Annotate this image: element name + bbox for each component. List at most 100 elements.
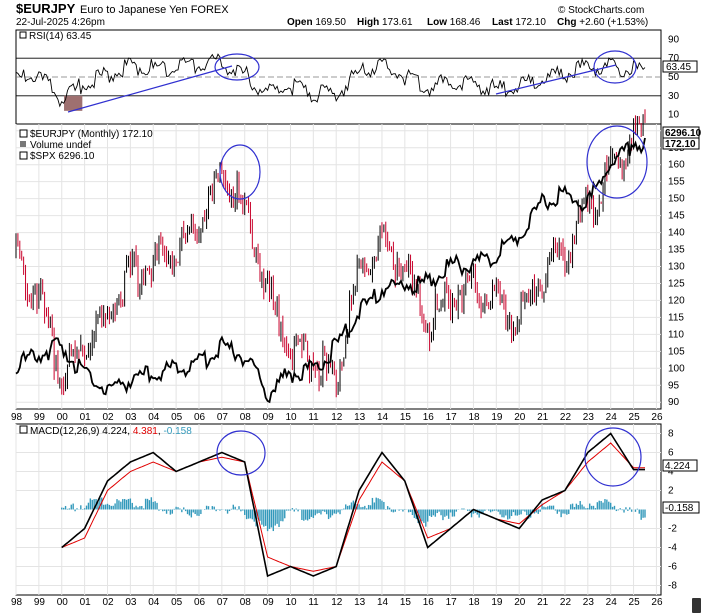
price-x-tick-label: 21	[537, 412, 549, 423]
price-x-tick-label: 03	[125, 412, 137, 423]
price-x-tick-label: 17	[446, 412, 458, 423]
macd-x-tick-label: 00	[57, 597, 69, 608]
price-x-tick-label: 22	[560, 412, 572, 423]
price-legend-item-eurjpy: $EURJPY (Monthly) 172.10	[30, 129, 153, 140]
macd-y-tick-label: -6	[668, 562, 677, 573]
open-label: Open	[287, 17, 313, 28]
price-y-tick-label: 110	[668, 329, 684, 340]
macd-x-tick-label: 19	[491, 597, 503, 608]
price-x-tick-label: 10	[285, 412, 297, 423]
macd-x-tick-label: 12	[331, 597, 343, 608]
rsi-trendline-right	[495, 64, 617, 95]
macd-x-tick-label: 99	[34, 597, 46, 608]
price-x-tick-label: 12	[331, 412, 343, 423]
circle-macd-2024	[584, 427, 642, 487]
price-y-tick-label: 105	[668, 346, 685, 357]
svg-text:Chg +2.60 (+1.53%): Chg +2.60 (+1.53%)	[557, 17, 648, 28]
scroll-handle[interactable]	[692, 598, 701, 613]
price-y-tick-label: 100	[668, 363, 685, 374]
price-y-tick-label: 115	[668, 312, 684, 323]
macd-x-tick-label: 04	[148, 597, 160, 608]
price-x-tick-label: 04	[148, 412, 160, 423]
macd-x-tick-label: 10	[285, 597, 297, 608]
macd-x-tick-label: 09	[263, 597, 275, 608]
price-x-tick-label: 09	[263, 412, 275, 423]
svg-text:MACD(12,26,9) 4.224,: MACD(12,26,9) 4.224, 4.381, -0.158	[30, 426, 192, 437]
macd-signal-line	[61, 442, 645, 572]
circle-rsi-2008	[214, 53, 260, 81]
macd-x-tick-label: 07	[217, 597, 229, 608]
macd-x-tick-label: 16	[423, 597, 435, 608]
price-y-tick-label: 120	[668, 295, 685, 306]
macd-x-tick-label: 21	[537, 597, 549, 608]
open-value: 169.50	[315, 17, 346, 28]
price-y-tick-label: 150	[668, 194, 685, 205]
price-y-tick-label: 90	[668, 397, 680, 408]
macd-legend-macd: 4.224	[102, 426, 127, 437]
rsi-legend: RSI(14) 63.45	[19, 31, 92, 42]
price-y-tick-label: 155	[668, 177, 685, 188]
last-value: 172.10	[515, 17, 546, 28]
spx-current-value: 6296.10	[665, 128, 702, 139]
price-legend-item-volume: Volume undef	[30, 140, 91, 151]
chg-value: +2.60 (+1.53%)	[579, 17, 648, 28]
macd-x-tick-label: 25	[629, 597, 641, 608]
price-x-tick-label: 26	[651, 412, 663, 423]
low-label: Low	[427, 17, 447, 28]
macd-legend-hist: -0.158	[163, 426, 192, 437]
price-x-tick-label: 25	[629, 412, 641, 423]
price-legend: $EURJPY (Monthly) 172.10 Volume undef $S…	[19, 129, 153, 162]
price-legend-item-spx: $SPX 6296.10	[30, 151, 95, 162]
price-x-tick-label: 11	[308, 412, 319, 423]
macd-x-tick-label: 11	[308, 597, 319, 608]
circle-rsi-2024	[593, 50, 637, 84]
hist-current-value: -0.158	[665, 503, 694, 514]
macd-x-tick-label: 18	[468, 597, 480, 608]
price-x-tick-label: 98	[11, 412, 23, 423]
price-x-tick-label: 15	[400, 412, 412, 423]
price-x-tick-label: 08	[240, 412, 252, 423]
macd-x-tick-label: 17	[446, 597, 458, 608]
price-value-box: 6296.10 172.10	[662, 126, 702, 150]
macd-x-tick-label: 15	[400, 597, 412, 608]
rsi-y-tick-label: 90	[668, 34, 680, 45]
high-value: 173.61	[382, 17, 413, 28]
chart-symbol: $EURJPY	[16, 1, 76, 16]
svg-text:Last 172.10: Last 172.10	[492, 17, 546, 28]
price-x-tick-label: 13	[354, 412, 366, 423]
macd-y-tick-label: 2	[668, 486, 674, 497]
macd-x-tick-label: 24	[606, 597, 618, 608]
rsi-line	[15, 53, 646, 108]
rsi-y-tick-label: 30	[668, 91, 680, 102]
price-y-tick-label: 160	[668, 160, 685, 171]
chart-timestamp: 22-Jul-2025 4:26pm	[16, 17, 105, 28]
macd-y-tick-label: -2	[668, 524, 677, 535]
last-label: Last	[492, 17, 513, 28]
macd-x-tick-label: 08	[240, 597, 252, 608]
macd-current-value: 4.224	[665, 461, 690, 472]
svg-text:Low 168.46: Low 168.46	[427, 17, 481, 28]
price-x-tick-label: 16	[423, 412, 435, 423]
macd-line	[61, 432, 645, 578]
circle-macd-2008	[216, 430, 266, 476]
rsi-trendline-left	[67, 65, 233, 113]
macd-x-tick-label: 06	[194, 597, 206, 608]
rsi-y-tick-label: 10	[668, 110, 680, 121]
rsi-value-box: 63.45	[662, 60, 698, 73]
macd-x-tick-label: 20	[514, 597, 526, 608]
price-x-tick-label: 07	[217, 412, 229, 423]
macd-x-tick-label: 03	[125, 597, 137, 608]
high-label: High	[357, 17, 379, 28]
macd-x-tick-label: 14	[377, 597, 389, 608]
price-current-value: 172.10	[665, 139, 696, 150]
macd-y-tick-label: -8	[668, 581, 677, 592]
ohlc-stats: Open 169.50 High 173.61 Low 168.46 Last …	[287, 17, 648, 28]
annotations	[67, 50, 648, 487]
macd-legend-signal: 4.381	[133, 426, 158, 437]
svg-text:Open 169.50: Open 169.50	[287, 17, 346, 28]
circle-price-2024	[586, 125, 648, 199]
rsi-panel	[15, 29, 662, 125]
price-x-tick-label: 06	[194, 412, 206, 423]
macd-x-tick-label: 26	[651, 597, 663, 608]
